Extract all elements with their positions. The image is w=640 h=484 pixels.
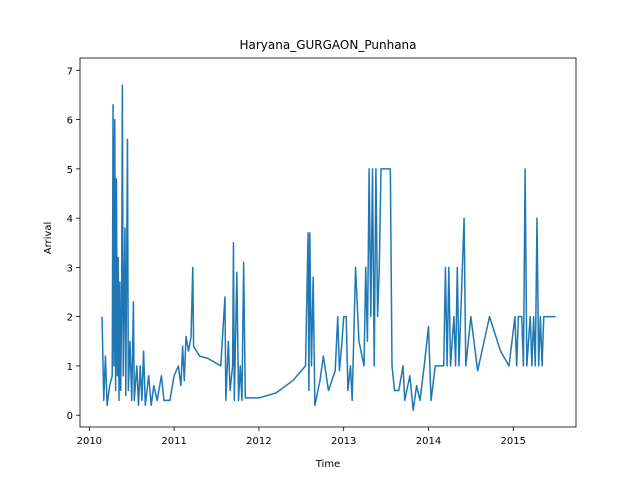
y-tick-label: 7 — [67, 66, 73, 77]
y-tick-label: 3 — [67, 263, 73, 274]
y-tick-label: 4 — [67, 214, 73, 225]
data-line — [101, 84, 556, 411]
x-tick-label: 2014 — [416, 436, 441, 447]
x-axis-label: Time — [315, 459, 340, 470]
y-tick-label: 5 — [67, 165, 73, 176]
y-tick-label: 6 — [67, 116, 73, 127]
y-axis-label: Arrival — [43, 222, 54, 255]
x-tick-label: 2012 — [246, 436, 271, 447]
y-tick-label: 2 — [67, 313, 73, 324]
x-tick-label: 2010 — [77, 436, 102, 447]
chart-title: Haryana_GURGAON_Punhana — [239, 38, 416, 52]
plot-frame — [79, 57, 577, 428]
x-tick-label: 2015 — [501, 436, 526, 447]
y-tick-label: 0 — [67, 411, 73, 422]
x-tick-label: 2013 — [331, 436, 356, 447]
y-tick-label: 1 — [67, 362, 73, 373]
x-tick-label: 2011 — [161, 436, 186, 447]
